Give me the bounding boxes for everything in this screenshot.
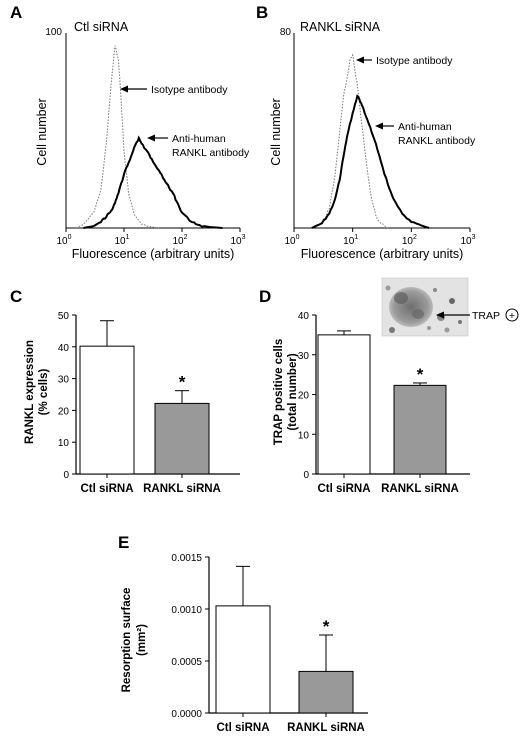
x-tick-exponent: 2: [413, 234, 417, 241]
panel-d-ylabel2: (total number): [287, 353, 299, 430]
category-label-1: Ctl siRNA: [216, 722, 269, 734]
panel-a-annotation-rankl-line2: RANKL antibody: [172, 147, 250, 159]
category-label-1: Ctl siRNA: [80, 483, 133, 495]
category-label-1: Ctl siRNA: [317, 483, 370, 495]
panel-d-plot: 0 10 20 30 40 Ctl siRNA * RANKL siRNA: [298, 311, 470, 495]
panel-a-annotation-isotype: Isotype antibody: [120, 84, 228, 96]
panel-b-ylabel: Cell number: [269, 98, 283, 165]
panel-e: E Resorption surface (mm²) 0.00000.00050…: [118, 533, 368, 734]
bar-1: [317, 334, 371, 475]
panel-b-ytick-top: 80: [280, 27, 292, 38]
x-tick-label: 100: [284, 234, 299, 247]
significance-star: *: [417, 365, 424, 384]
y-tick-label: 30: [58, 375, 70, 386]
trap-annotation: TRAP +: [436, 308, 519, 322]
bar-1: [215, 605, 271, 714]
panel-a-isotype-curve: [75, 45, 159, 229]
x-tick-label: 102: [172, 234, 187, 247]
panel-label-d: D: [259, 287, 271, 306]
panel-c: C RANKL expression (% cells) 0 10 20 30 40 50…: [10, 287, 240, 495]
bar-2: [393, 384, 447, 475]
y-tick-label: 0.0005: [171, 657, 202, 668]
y-tick-label: 0: [63, 470, 69, 481]
panel-d-ylabel: TRAP positive cells: [273, 339, 285, 446]
panel-label-c: C: [10, 287, 22, 306]
panel-e-ylabel: Resorption surface: [121, 588, 133, 693]
category-label-2: RANKL siRNA: [143, 483, 221, 495]
panel-a-ytick-top: 100: [45, 27, 62, 38]
x-tick-exponent: 1: [126, 234, 130, 241]
panel-label-a: A: [10, 3, 22, 22]
panel-a-title: Ctl siRNA: [74, 20, 129, 34]
panel-b-annotation-rankl-line1: Anti-human: [398, 121, 452, 133]
x-tick-label: 102: [402, 234, 417, 247]
panel-d: D TRAP positive cells (total number) 0 10…: [259, 277, 519, 495]
x-tick-exponent: 0: [296, 234, 300, 241]
x-tick-exponent: 1: [354, 234, 358, 241]
panel-b-xlabel: Fluorescence (arbitrary units): [301, 247, 464, 261]
x-tick-exponent: 2: [184, 234, 188, 241]
panel-c-ylabel: RANKL expression: [24, 340, 36, 444]
panel-label-b: B: [256, 3, 268, 22]
panel-b-rankl-curve: [311, 94, 430, 229]
panel-b-annotation-rankl: Anti-human RANKL antibody: [375, 121, 476, 147]
y-tick-label: 0: [303, 470, 309, 481]
panel-a-axes: [65, 33, 240, 229]
panel-b-annotation-rankl-line2: RANKL antibody: [398, 135, 476, 147]
y-tick-label: 0.0010: [171, 605, 202, 616]
y-tick-label: 10: [58, 438, 70, 449]
x-tick-exponent: 0: [68, 234, 72, 241]
trap-micrograph-inset: [381, 277, 469, 337]
y-tick-label: 0.0000: [171, 709, 202, 720]
panel-a: A Ctl siRNA Cell number 100 100 101 102 103…: [10, 3, 250, 261]
trap-positive-symbol: +: [509, 310, 515, 322]
panel-c-ylabel2: (% cells): [38, 369, 50, 416]
bar-2: [154, 402, 210, 475]
panel-a-xlabel: Fluorescence (arbitrary units): [72, 247, 235, 261]
significance-star: *: [323, 617, 330, 636]
panel-label-e: E: [118, 533, 129, 552]
category-label-2: RANKL siRNA: [381, 483, 459, 495]
panel-a-annotation-rankl-line1: Anti-human: [172, 133, 226, 145]
panel-b-xticks: 100 101 102 103: [284, 228, 476, 247]
x-tick-label: 103: [460, 234, 475, 247]
x-tick-label: 100: [56, 234, 71, 247]
trap-positive-circle: [505, 308, 519, 322]
bar-2: [298, 670, 354, 714]
x-tick-exponent: 3: [242, 234, 246, 241]
panel-a-xticks: 100 101 102 103: [56, 228, 246, 247]
panel-e-ylabel2: (mm²): [136, 624, 148, 656]
bar-1: [79, 345, 135, 475]
panel-a-annotation-isotype-label: Isotype antibody: [151, 84, 228, 96]
panel-b-annotation-isotype-label: Isotype antibody: [376, 55, 453, 67]
category-label-2: RANKL siRNA: [287, 722, 365, 734]
x-tick-exponent: 3: [472, 234, 476, 241]
y-tick-label: 20: [298, 391, 310, 402]
x-tick-label: 101: [343, 234, 358, 247]
y-tick-label: 40: [58, 343, 70, 354]
panel-e-plot: 0.0000 0.0005 0.0010 0.0015 Ctl siRNA * RANKL …: [171, 553, 368, 734]
panel-b-annotation-isotype: Isotype antibody: [356, 55, 453, 67]
panel-a-rankl-curve: [83, 135, 223, 229]
panel-c-plot: 0 10 20 30 40 50 Ctl siRNA * RANKL siRNA: [58, 311, 240, 495]
y-tick-label: 30: [298, 351, 310, 362]
y-tick-label: 20: [58, 406, 70, 417]
y-tick-label: 10: [298, 430, 310, 441]
panel-b-isotype-curve: [311, 53, 389, 229]
panel-a-ylabel: Cell number: [35, 98, 49, 165]
x-tick-label: 103: [230, 234, 245, 247]
y-tick-label: 0.0015: [171, 553, 202, 564]
trap-annotation-label: TRAP: [472, 310, 500, 322]
panel-b: B RANKL siRNA Cell number 80 100 101 102 10…: [256, 3, 476, 261]
panel-a-annotation-rankl: Anti-human RANKL antibody: [147, 133, 250, 159]
x-tick-label: 101: [114, 234, 129, 247]
y-tick-label: 40: [298, 311, 310, 322]
y-tick-label: 50: [58, 311, 70, 322]
significance-star: *: [179, 373, 186, 392]
panel-b-title: RANKL siRNA: [300, 20, 381, 34]
